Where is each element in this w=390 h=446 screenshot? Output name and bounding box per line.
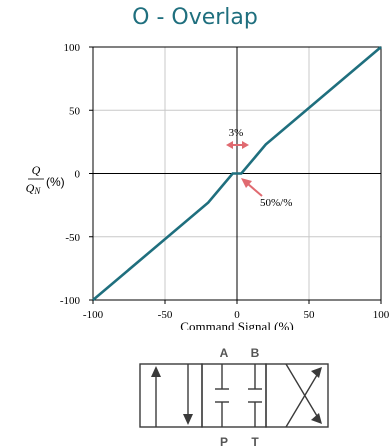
ylabel-denominator: QN bbox=[26, 181, 42, 196]
x-tick-label: 50 bbox=[304, 309, 316, 321]
valve-body bbox=[139, 363, 329, 428]
valve-arrowheads bbox=[151, 366, 322, 425]
ylabel-unit: (%) bbox=[46, 175, 65, 189]
right-arrow-cross-1 bbox=[285, 363, 321, 422]
y-tick-labels: -100 -50 0 50 100 bbox=[60, 42, 93, 307]
x-tick-label: -50 bbox=[158, 309, 173, 321]
deadband-arrow bbox=[226, 141, 249, 149]
flow-curve-line bbox=[92, 46, 382, 301]
deadband-label: 3% bbox=[229, 127, 244, 139]
gain-arrow bbox=[241, 178, 263, 197]
valve-box-right bbox=[265, 363, 329, 428]
x-tick-label: 0 bbox=[234, 309, 240, 321]
port-label-t: T bbox=[251, 435, 259, 446]
valve-box-left bbox=[139, 363, 203, 428]
y-tick-label: 100 bbox=[64, 42, 81, 54]
series-layer bbox=[92, 46, 382, 301]
port-label-b: B bbox=[251, 346, 260, 360]
valve-box-center bbox=[201, 363, 267, 428]
right-arrow-cross-2 bbox=[285, 369, 321, 428]
gain-arrow-shaft bbox=[247, 183, 263, 197]
overlap-chart: -100 -50 0 50 100 -100 -50 0 50 100 Q QN (%) Com… bbox=[26, 42, 390, 330]
x-tick-labels: -100 -50 0 50 100 bbox=[83, 300, 390, 321]
xlabel: Command Signal (%) bbox=[180, 319, 293, 330]
deadband-arrowhead-left bbox=[226, 141, 233, 149]
gain-label: 50%/% bbox=[260, 197, 292, 209]
x-tick-label: -100 bbox=[83, 309, 104, 321]
y-tick-label: 0 bbox=[75, 169, 81, 181]
y-tick-label: -100 bbox=[60, 295, 81, 307]
port-label-a: A bbox=[220, 346, 229, 360]
x-tick-label: 100 bbox=[373, 309, 390, 321]
gain-arrowhead bbox=[241, 178, 252, 188]
y-tick-label: 50 bbox=[69, 105, 81, 117]
y-tick-label: -50 bbox=[65, 232, 80, 244]
page-title: O - Overlap bbox=[132, 5, 258, 30]
port-label-p: P bbox=[220, 435, 228, 446]
ylabel-numerator: Q bbox=[32, 163, 41, 177]
deadband-arrowhead-right bbox=[242, 141, 249, 149]
